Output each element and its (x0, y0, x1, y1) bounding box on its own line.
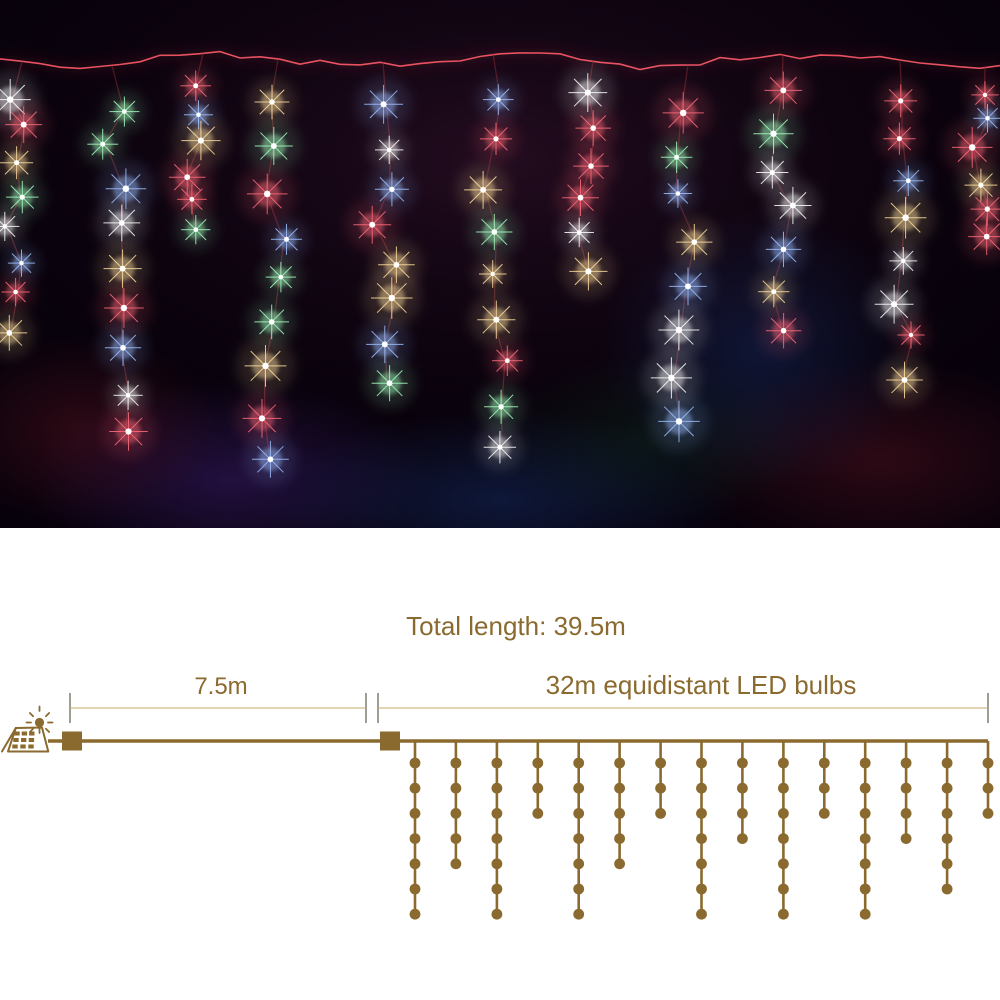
svg-text:7.5m: 7.5m (194, 673, 247, 700)
svg-text:Total length: 39.5m: Total length: 39.5m (406, 611, 626, 641)
svg-text:32m equidistant LED bulbs: 32m equidistant LED bulbs (546, 670, 857, 700)
